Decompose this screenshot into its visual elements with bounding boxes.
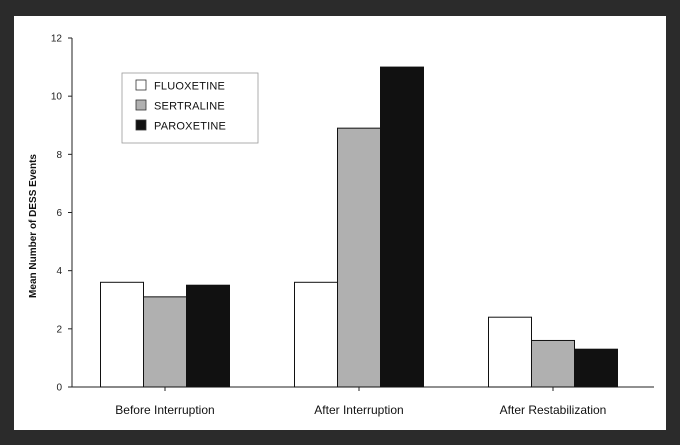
bar-fluoxetine-1: [100, 281, 144, 388]
y-tick-label: 0: [56, 383, 62, 394]
chart-panel: Mean Number of DESS Events 0 2 4 6 8 10 12 Bef…: [14, 16, 666, 430]
x-category-label: After Interruption: [314, 403, 403, 417]
x-category-label: Before Interruption: [115, 403, 214, 417]
bar-paroxetine-2: [380, 66, 424, 388]
y-tick-label: 8: [56, 150, 62, 161]
bar-chart: Mean Number of DESS Events 0 2 4 6 8 10 12 Bef…: [28, 34, 654, 417]
legend: FLUOXETINE SERTRALINE PAROXETINE: [121, 72, 259, 144]
bar-paroxetine-3: [574, 348, 618, 388]
legend-swatch-fluoxetine: [135, 79, 147, 91]
legend-swatch-sertraline: [135, 99, 147, 111]
bar-fluoxetine-3: [488, 316, 532, 388]
y-axis-title: Mean Number of DESS Events: [28, 154, 39, 298]
x-category-label: After Restabilization: [500, 403, 607, 417]
legend-label-paroxetine: PAROXETINE: [154, 121, 226, 133]
bar-sertraline-3: [531, 339, 575, 388]
x-category-labels: Before Interruption After Interruption Aft…: [115, 387, 606, 417]
bar-fluoxetine-2: [294, 281, 338, 388]
legend-swatch-paroxetine: [135, 119, 147, 131]
bar-sertraline-2: [337, 127, 381, 388]
bar-paroxetine-1: [186, 284, 230, 388]
y-tick-label: 4: [56, 266, 62, 277]
legend-items: FLUOXETINE SERTRALINE PAROXETINE: [135, 79, 226, 133]
y-tick-label: 12: [51, 34, 63, 45]
legend-label-fluoxetine: FLUOXETINE: [154, 81, 225, 93]
y-tick-label: 10: [51, 92, 63, 103]
y-tick-label: 6: [56, 208, 62, 219]
y-tick-label: 2: [56, 324, 62, 335]
y-ticks: 0 2 4 6 8 10 12: [51, 34, 72, 394]
legend-label-sertraline: SERTRALINE: [154, 101, 225, 113]
bar-sertraline-1: [143, 296, 187, 388]
bars: [100, 66, 618, 388]
